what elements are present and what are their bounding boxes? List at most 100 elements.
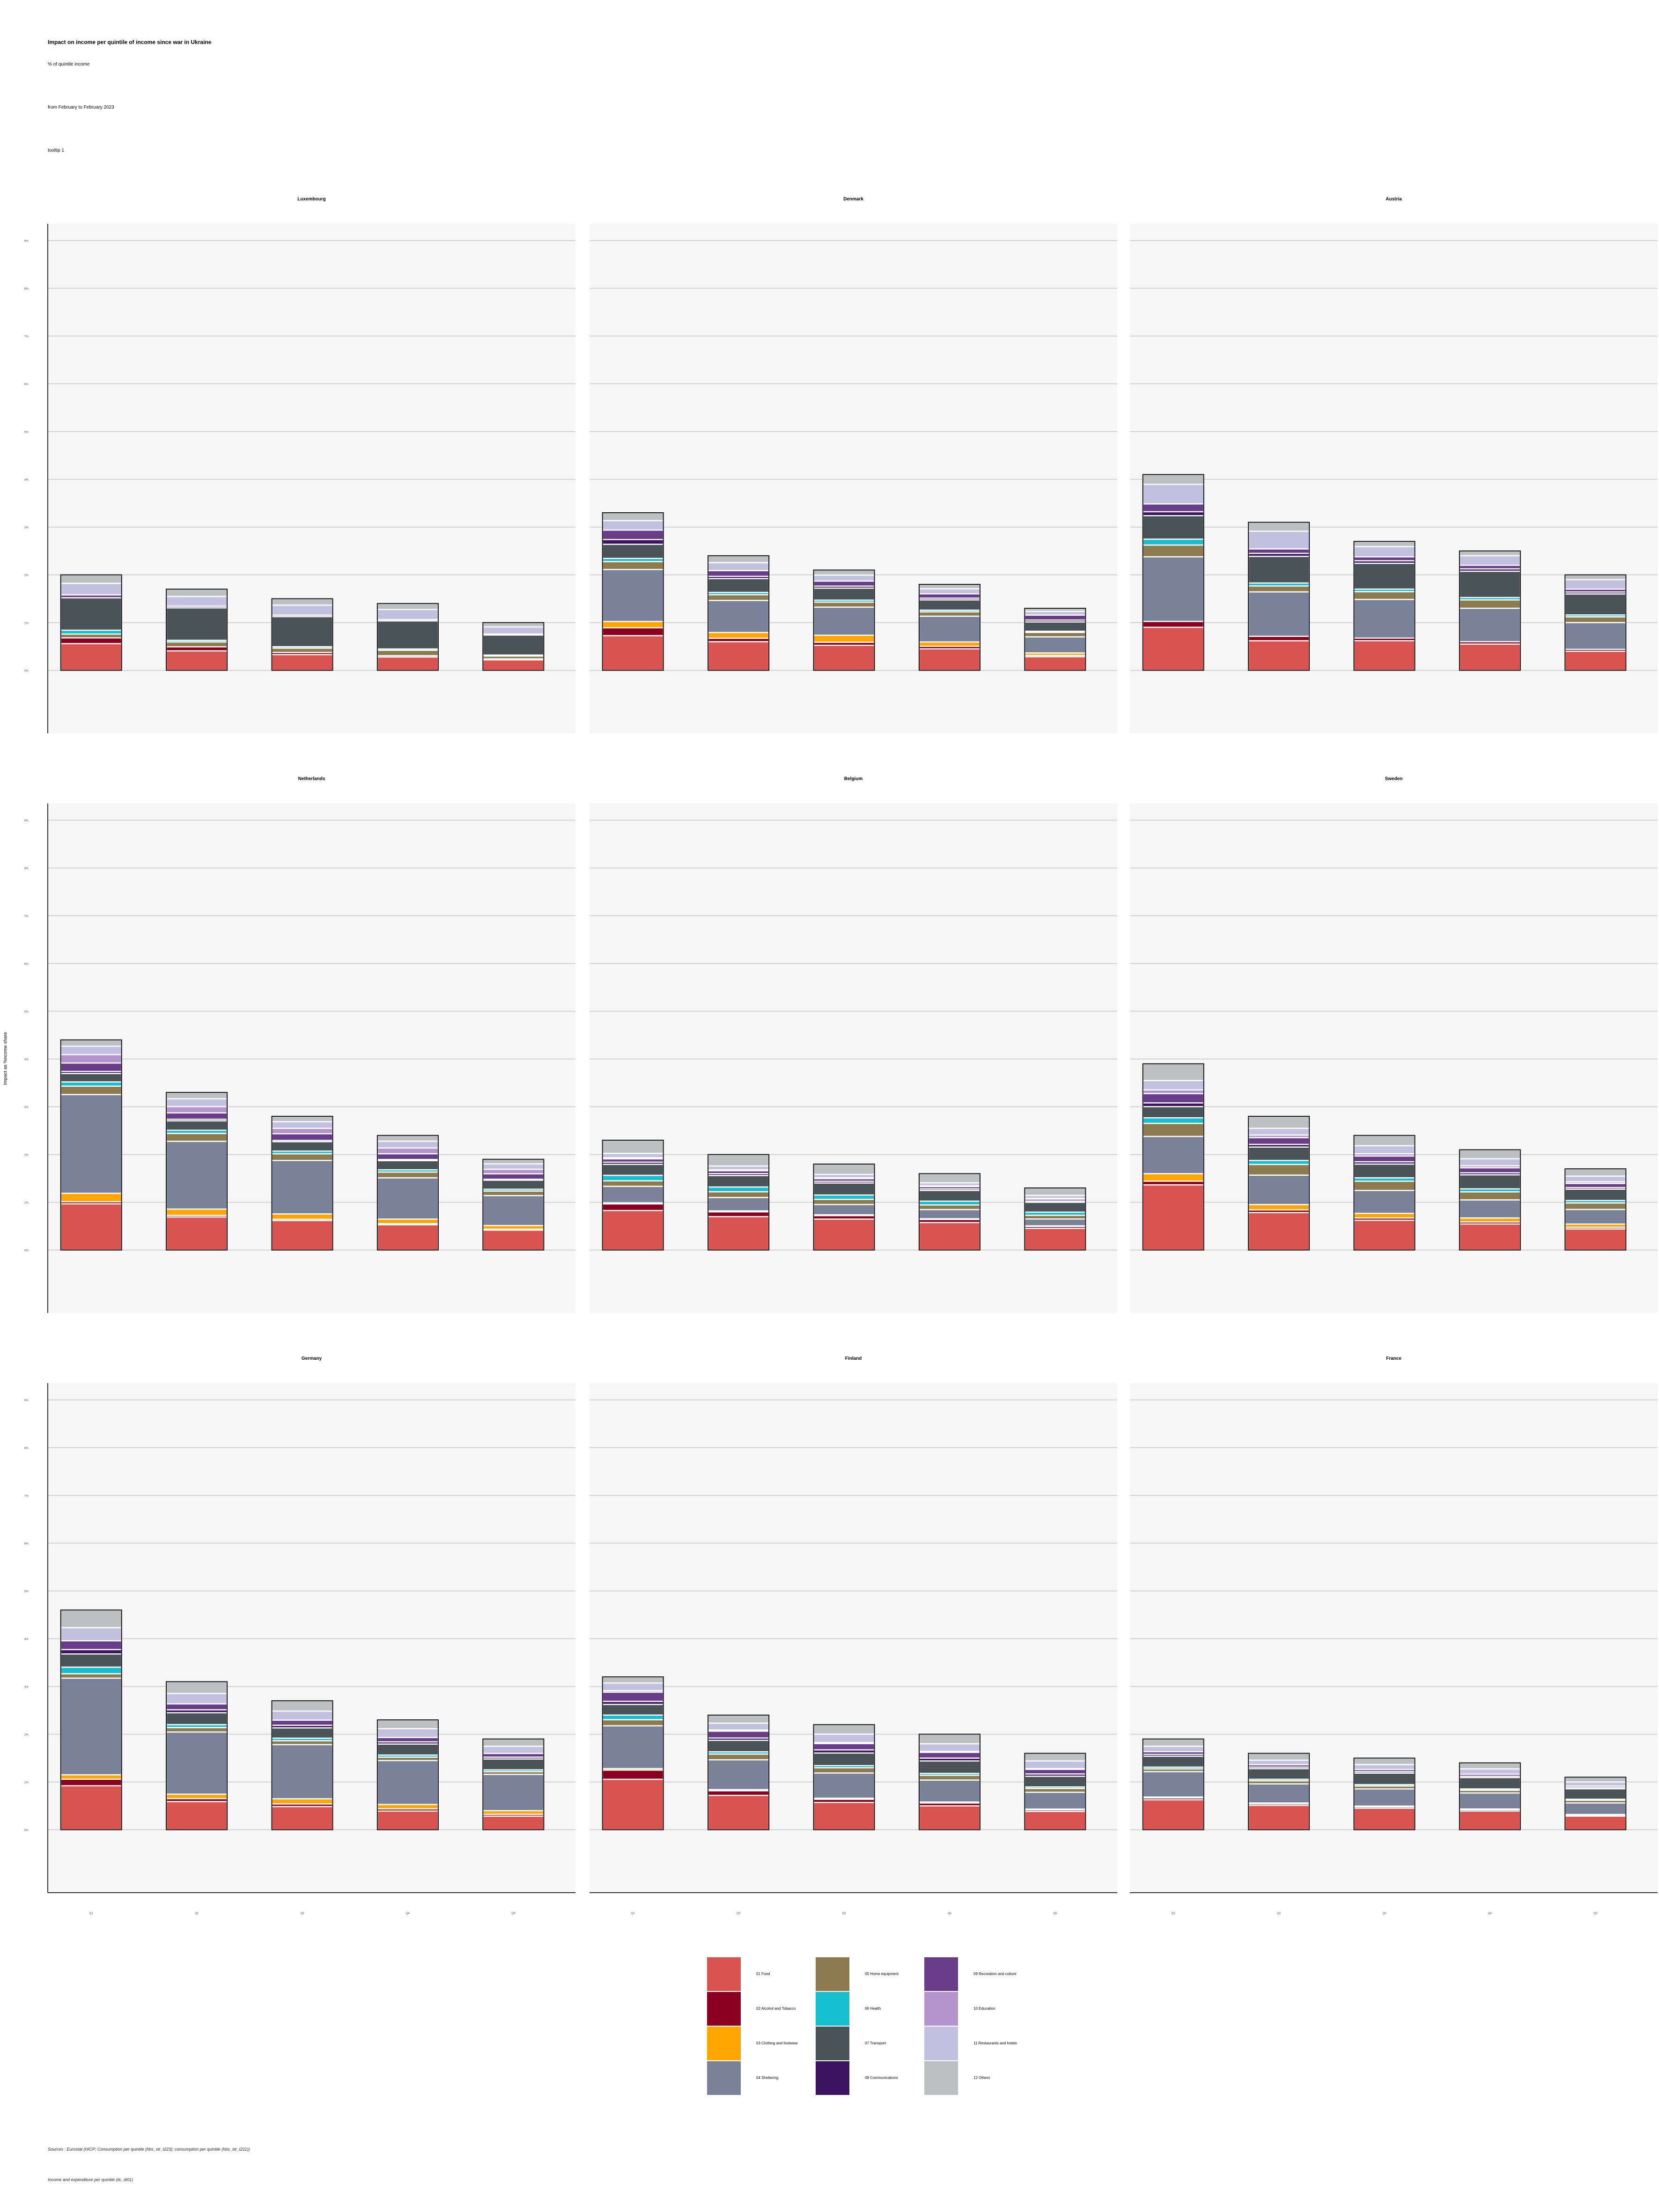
x-tick-label: Q1 <box>631 1912 635 1915</box>
bar-segment <box>165 1693 228 1705</box>
bar-segment <box>271 1700 333 1712</box>
bar-segment <box>602 1725 664 1770</box>
bar-segment <box>1024 632 1086 638</box>
bar-segment <box>271 1128 333 1135</box>
bar-total-outline <box>166 589 228 671</box>
bar-segment <box>813 634 875 643</box>
bar-segment <box>482 659 545 671</box>
bar-segment <box>707 1175 770 1188</box>
bar-segment <box>918 1805 981 1830</box>
bar-segment <box>1353 640 1416 671</box>
bar-segment <box>602 1203 664 1211</box>
bar-segment <box>813 1743 875 1751</box>
y-tick-label: 3% <box>24 527 29 530</box>
bar-segment <box>1353 562 1416 590</box>
bar-segment <box>271 1719 333 1726</box>
bar-segment <box>271 1710 333 1721</box>
bar-segment <box>1024 1187 1086 1196</box>
bar-segment <box>1247 531 1310 550</box>
bar-total-outline <box>1459 1762 1521 1830</box>
bar-total-outline <box>1248 1116 1310 1251</box>
bar-segment <box>165 596 228 607</box>
bar-segment <box>1142 1746 1204 1753</box>
bar-segment <box>918 611 981 617</box>
bar-segment <box>1564 622 1627 650</box>
chart-subtitle-3: tooltip 1 <box>48 148 65 153</box>
legend-label: 11 Restaurants and hotels <box>973 2041 1017 2045</box>
bar-segment <box>1564 593 1627 616</box>
bar-segment <box>707 1722 770 1731</box>
bar-segment <box>1142 1122 1204 1137</box>
bar-total-outline <box>602 1140 664 1251</box>
bar-segment <box>1024 656 1086 671</box>
bar-segment <box>1459 550 1521 557</box>
bar-segment <box>602 1139 664 1154</box>
bar-segment <box>271 1798 333 1805</box>
bar-segment <box>602 538 664 545</box>
bar-segment <box>918 1760 981 1774</box>
bar-segment <box>1564 1209 1627 1225</box>
bar-segment <box>60 582 122 596</box>
legend-swatch <box>816 2061 849 2095</box>
bar-segment <box>1247 1128 1310 1136</box>
bar-segment <box>165 646 228 652</box>
bar-segment <box>60 1094 122 1194</box>
bar-segment <box>1024 1769 1086 1775</box>
bar-segment <box>271 647 333 653</box>
y-tick-label: 2% <box>24 575 29 577</box>
bar-total-outline <box>376 1719 439 1830</box>
bar-segment <box>1142 1063 1204 1081</box>
bar-total-outline <box>166 1092 228 1251</box>
bar-segment <box>707 600 770 634</box>
bar-segment <box>1459 1174 1521 1190</box>
bar-segment <box>60 1085 122 1095</box>
bar-segment <box>707 555 770 563</box>
bar-segment <box>60 1653 122 1668</box>
bar-segment <box>1142 1093 1204 1104</box>
bar-segment <box>1353 1219 1416 1251</box>
bar-segment <box>1247 522 1310 532</box>
bar-segment <box>707 594 770 601</box>
legend-label: 10 Education <box>973 2006 995 2011</box>
bar-segment <box>165 1712 228 1725</box>
bar-total-outline <box>166 1681 228 1830</box>
legend-label: 06 Health <box>865 2006 881 2011</box>
bar-total-outline <box>1353 541 1416 671</box>
x-tick-label: Q1 <box>1172 1912 1176 1915</box>
bar-segment <box>918 1743 981 1752</box>
bar-segment <box>482 1158 545 1165</box>
bar-segment <box>1142 484 1204 505</box>
bar-segment <box>165 1091 228 1099</box>
bar-segment <box>271 1133 333 1141</box>
y-tick-label: 2% <box>24 1154 29 1157</box>
legend-label: 12 Others <box>973 2076 990 2080</box>
bar-segment <box>602 635 664 671</box>
bar-segment <box>60 1054 122 1064</box>
bar-segment <box>918 588 981 595</box>
bar-segment <box>1247 1204 1310 1211</box>
bar-segment <box>482 634 545 656</box>
x-tick-label: Q2 <box>1277 1912 1281 1915</box>
bar-segment <box>707 1197 770 1212</box>
bar-segment <box>918 648 981 671</box>
bar-segment <box>918 599 981 611</box>
bar-segment <box>1142 511 1204 516</box>
chart-title: Impact on income per quintile of income … <box>48 39 212 45</box>
bar-segment <box>1564 1781 1627 1787</box>
bar-segment <box>1142 538 1204 546</box>
bar-segment <box>918 583 981 590</box>
bar-segment <box>271 1121 333 1129</box>
bar-segment <box>1247 1783 1310 1804</box>
bar-total-outline <box>1024 1753 1086 1830</box>
bar-segment <box>271 1153 333 1161</box>
bar-segment <box>918 1775 981 1781</box>
bar-segment <box>1564 1188 1627 1202</box>
bar-segment <box>602 561 664 570</box>
bar-segment <box>918 1173 981 1184</box>
y-tick-label: 0% <box>24 1829 29 1832</box>
bar-total-outline <box>1248 1753 1310 1830</box>
bar-segment <box>602 1186 664 1203</box>
bar-segment <box>1024 1753 1086 1762</box>
bar-segment <box>707 1794 770 1830</box>
bar-segment <box>1024 614 1086 621</box>
